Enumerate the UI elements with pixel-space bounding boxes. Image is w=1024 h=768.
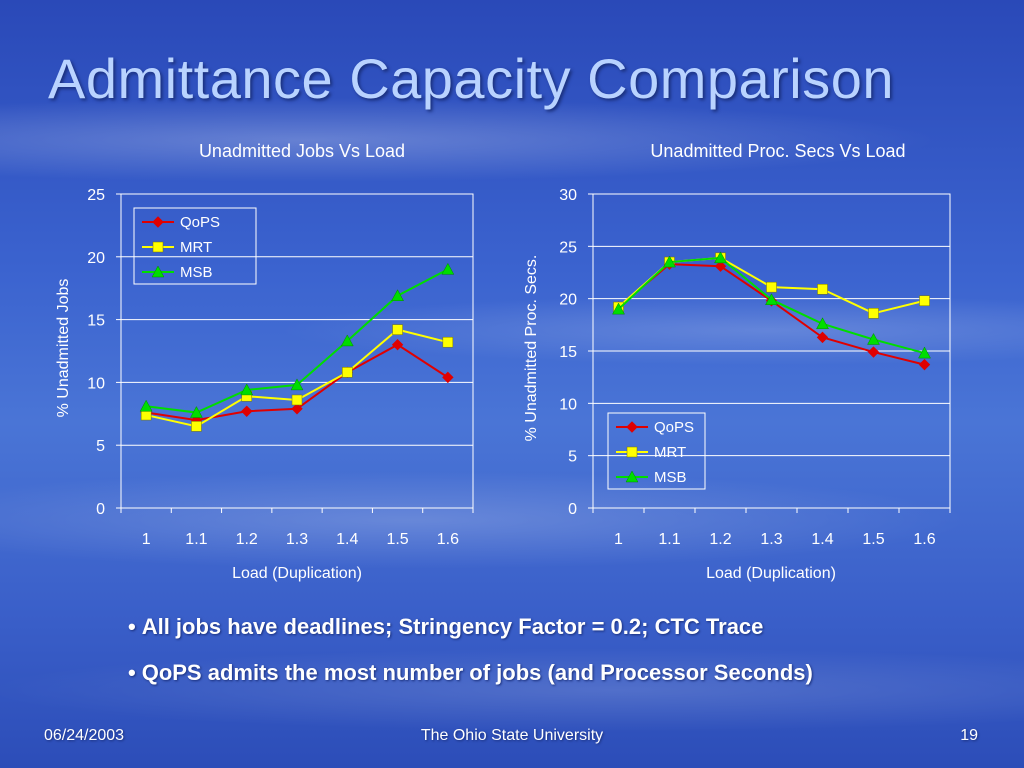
y-axis-label: % Unadmitted Proc. Secs. xyxy=(523,255,540,442)
data-point-msb xyxy=(240,383,254,396)
legend-label: MRT xyxy=(654,444,686,461)
x-tick-label: 1.2 xyxy=(236,531,258,548)
data-point-qops xyxy=(867,346,880,358)
data-point-mrt xyxy=(291,394,303,406)
y-tick-label: 10 xyxy=(87,375,105,392)
y-tick-label: 10 xyxy=(559,396,577,413)
bullet-text: QoPS admits the most number of jobs (and… xyxy=(141,660,813,685)
data-point-mrt xyxy=(766,281,777,293)
data-point-mrt xyxy=(817,283,828,295)
footer-date: 06/24/2003 xyxy=(44,727,125,744)
x-tick-label: 1.4 xyxy=(336,531,358,548)
legend-swatch-marker xyxy=(626,421,638,433)
bullet-list: • All jobs have deadlines; Stringency Fac… xyxy=(128,614,813,706)
data-point-mrt xyxy=(442,336,454,348)
y-tick-label: 20 xyxy=(87,250,105,267)
y-tick-label: 20 xyxy=(559,292,577,309)
x-tick-label: 1 xyxy=(614,531,623,548)
data-point-msb xyxy=(391,289,404,301)
plot-area xyxy=(592,193,951,509)
legend-label: QoPS xyxy=(654,419,694,436)
x-tick-label: 1.5 xyxy=(386,531,408,548)
data-point-mrt xyxy=(191,421,202,432)
bullet-item: • All jobs have deadlines; Stringency Fac… xyxy=(128,614,813,640)
data-point-qops xyxy=(714,260,727,272)
data-point-qops xyxy=(442,371,454,384)
data-point-qops xyxy=(291,403,303,415)
legend-box xyxy=(133,207,257,285)
y-tick-label: 15 xyxy=(87,313,105,330)
footer-page-number: 19 xyxy=(960,727,978,744)
y-tick-label: 30 xyxy=(559,187,577,204)
x-tick-label: 1.2 xyxy=(709,531,731,548)
data-point-qops xyxy=(391,339,404,351)
data-point-qops xyxy=(918,358,931,371)
data-point-msb xyxy=(441,262,455,275)
legend-label: MRT xyxy=(180,239,212,256)
x-tick-label: 1.4 xyxy=(811,531,833,548)
chart-title: Unadmitted Proc. Secs Vs Load xyxy=(650,141,905,161)
bullet-text: All jobs have deadlines; Stringency Fact… xyxy=(141,614,764,639)
x-tick-label: 1.6 xyxy=(913,531,935,548)
y-tick-label: 0 xyxy=(568,501,577,518)
legend-swatch-marker xyxy=(625,470,639,483)
data-point-msb xyxy=(290,378,304,391)
data-point-msb xyxy=(663,255,676,268)
data-point-msb xyxy=(190,406,203,418)
y-axis-label: % Unadmitted Jobs xyxy=(55,279,72,418)
data-point-mrt xyxy=(919,295,930,307)
x-tick-label: 1.1 xyxy=(185,531,207,548)
x-tick-label: 1.3 xyxy=(286,531,308,548)
y-tick-label: 25 xyxy=(87,187,105,204)
bullet-dot-icon: • xyxy=(128,660,136,685)
x-axis-label: Load (Duplication) xyxy=(706,565,836,582)
legend-swatch-marker xyxy=(152,241,164,253)
chart-title: Unadmitted Jobs Vs Load xyxy=(199,141,405,161)
x-tick-label: 1.1 xyxy=(658,531,680,548)
data-point-msb xyxy=(340,334,354,347)
y-tick-label: 5 xyxy=(96,438,105,455)
data-point-qops xyxy=(241,405,253,417)
data-point-msb xyxy=(612,302,625,315)
x-tick-label: 1 xyxy=(142,531,151,548)
bullet-item: • QoPS admits the most number of jobs (an… xyxy=(128,660,813,686)
footer-institution: The Ohio State University xyxy=(420,727,604,744)
data-point-msb xyxy=(139,399,153,412)
x-tick-label: 1.3 xyxy=(760,531,782,548)
data-point-mrt xyxy=(868,308,879,319)
data-point-msb xyxy=(816,317,829,330)
data-point-msb xyxy=(765,293,778,305)
y-tick-label: 15 xyxy=(559,344,577,361)
legend-label: MSB xyxy=(654,469,687,486)
legend-swatch-marker xyxy=(626,446,638,458)
x-tick-label: 1.6 xyxy=(437,531,459,548)
y-tick-label: 0 xyxy=(96,501,105,518)
data-point-msb xyxy=(714,251,727,264)
data-point-mrt xyxy=(140,409,152,421)
series-line-msb xyxy=(146,268,449,414)
data-point-qops xyxy=(816,331,829,344)
legend-swatch-marker xyxy=(152,216,164,228)
x-tick-label: 1.5 xyxy=(862,531,884,548)
legend-label: MSB xyxy=(180,264,213,281)
y-tick-label: 5 xyxy=(568,449,577,466)
legend-box xyxy=(607,412,706,490)
slide-title: Admittance Capacity Comparison xyxy=(48,47,895,110)
bullet-dot-icon: • xyxy=(128,614,136,639)
legend-label: QoPS xyxy=(180,214,220,231)
data-point-msb xyxy=(918,346,931,359)
data-point-mrt xyxy=(392,324,403,335)
y-tick-label: 25 xyxy=(559,239,577,256)
legend-swatch-marker xyxy=(151,265,165,278)
data-point-msb xyxy=(867,332,880,345)
data-point-mrt xyxy=(342,367,353,378)
plot-area xyxy=(120,193,474,509)
x-axis-label: Load (Duplication) xyxy=(232,565,362,582)
